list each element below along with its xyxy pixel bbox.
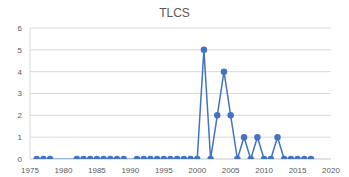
- svg-text:3: 3: [18, 89, 23, 98]
- svg-text:6: 6: [18, 24, 23, 33]
- svg-text:2005: 2005: [222, 166, 240, 175]
- svg-text:5: 5: [18, 46, 23, 55]
- svg-text:2000: 2000: [188, 166, 206, 175]
- svg-text:1990: 1990: [121, 166, 139, 175]
- svg-text:2020: 2020: [322, 166, 340, 175]
- svg-text:2010: 2010: [255, 166, 273, 175]
- svg-text:1975: 1975: [21, 166, 39, 175]
- svg-text:1980: 1980: [55, 166, 73, 175]
- svg-text:0: 0: [18, 155, 23, 164]
- svg-text:1985: 1985: [88, 166, 106, 175]
- svg-text:2: 2: [18, 111, 23, 120]
- svg-text:2015: 2015: [289, 166, 307, 175]
- svg-text:1995: 1995: [155, 166, 173, 175]
- svg-text:4: 4: [18, 68, 23, 77]
- svg-text:1: 1: [18, 133, 23, 142]
- html-text:TLCS: TLCS: [159, 6, 190, 20]
